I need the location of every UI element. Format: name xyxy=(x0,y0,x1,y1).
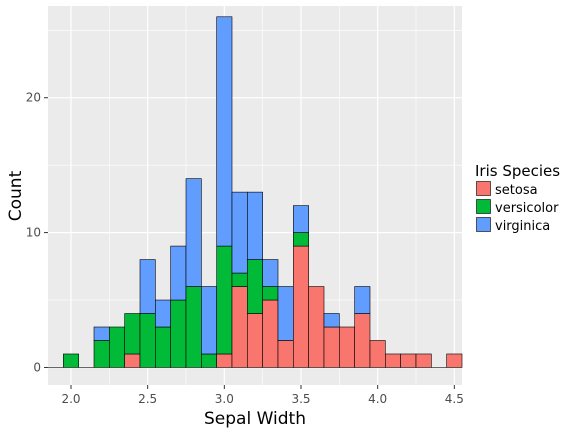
x-tick-label: 2.0 xyxy=(61,392,80,406)
legend-title: Iris Species xyxy=(475,162,560,180)
bar-virginica xyxy=(185,178,202,287)
legend-swatch-virginica xyxy=(476,217,491,232)
y-axis-title: Count xyxy=(6,170,26,221)
bar-virginica xyxy=(201,286,217,355)
legend-swatch-setosa xyxy=(476,181,491,196)
bar-setosa xyxy=(400,353,417,368)
bar-virginica xyxy=(247,191,263,260)
bar-setosa xyxy=(262,299,279,368)
bar-virginica xyxy=(231,191,248,274)
y-tick-label: 20 xyxy=(26,91,41,105)
bar-virginica xyxy=(277,286,294,341)
bar-versicolor xyxy=(155,326,171,368)
x-tick-label: 4.5 xyxy=(445,392,464,406)
bar-versicolor xyxy=(109,326,125,368)
x-axis: 2.0 2.5 3.0 3.5 4.0 4.5 xyxy=(61,385,464,406)
y-tick-label: 10 xyxy=(26,226,41,240)
bar-setosa xyxy=(277,340,294,368)
bar-setosa xyxy=(216,353,233,368)
legend-label-setosa: setosa xyxy=(495,183,538,198)
y-tick-label: 0 xyxy=(33,360,41,374)
bar-versicolor xyxy=(247,259,263,314)
bar-versicolor xyxy=(293,232,309,247)
bars-layer xyxy=(48,16,463,368)
bar-setosa xyxy=(354,313,371,368)
bar-setosa xyxy=(323,326,340,368)
bar-setosa xyxy=(446,353,463,368)
bar-versicolor xyxy=(185,286,202,368)
bar-virginica xyxy=(354,286,371,314)
legend-swatch-versicolor xyxy=(476,199,491,214)
bar-virginica xyxy=(323,313,340,328)
bar-versicolor xyxy=(170,299,187,368)
bar-setosa xyxy=(293,245,309,368)
bar-setosa xyxy=(385,353,401,368)
bar-setosa xyxy=(231,286,248,368)
bar-virginica xyxy=(93,326,110,341)
bar-versicolor xyxy=(124,313,141,355)
bar-setosa xyxy=(415,353,432,368)
bar-versicolor xyxy=(139,313,156,368)
legend: Iris Species setosa versicolor virginica xyxy=(475,162,560,234)
bar-versicolor xyxy=(216,245,233,355)
y-axis: 0 10 20 xyxy=(26,91,48,374)
bar-virginica xyxy=(139,259,156,314)
legend-label-versicolor: versicolor xyxy=(495,201,559,216)
bar-versicolor xyxy=(231,272,248,287)
bar-setosa xyxy=(308,286,325,368)
bar-versicolor xyxy=(201,353,217,368)
x-axis-title: Sepal Width xyxy=(204,409,306,429)
bar-setosa xyxy=(124,353,141,368)
bar-setosa xyxy=(369,340,386,368)
bar-virginica xyxy=(155,299,171,328)
x-tick-label: 4.0 xyxy=(368,392,387,406)
bar-virginica xyxy=(262,259,279,287)
x-tick-label: 2.5 xyxy=(138,392,157,406)
bar-versicolor xyxy=(93,340,110,368)
x-tick-label: 3.0 xyxy=(215,392,234,406)
legend-label-virginica: virginica xyxy=(495,219,550,234)
bar-virginica xyxy=(170,245,187,301)
bar-versicolor xyxy=(262,286,279,301)
bar-setosa xyxy=(247,313,263,368)
bar-virginica xyxy=(293,205,309,233)
bar-setosa xyxy=(339,326,355,368)
x-tick-label: 3.5 xyxy=(291,392,310,406)
bar-virginica xyxy=(216,16,233,247)
bar-versicolor xyxy=(63,353,79,368)
